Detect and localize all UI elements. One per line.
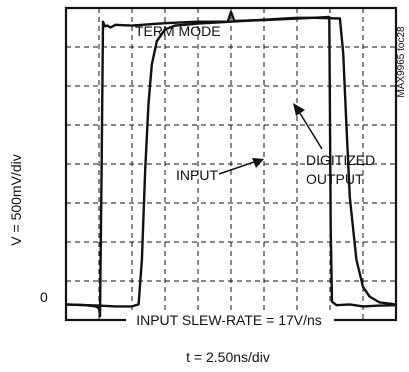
figure-code: MAX9965 toc28 [396, 26, 407, 98]
slew-rate-note: INPUT SLEW-RATE = 17V/ns [136, 312, 322, 328]
gridlines [66, 8, 396, 320]
x-axis-label: t = 2.50ns/div [186, 349, 270, 365]
y-axis-label: V = 500mV/div [8, 154, 24, 245]
note-background [126, 311, 334, 329]
traces [65, 10, 397, 318]
trace-digitized_output [65, 16, 397, 308]
output-label: OUTPUT [306, 171, 364, 187]
digitized-label: DIGITIZED [306, 152, 375, 168]
output-arrow [293, 103, 323, 150]
input-label: INPUT [176, 167, 218, 183]
term-mode-title: TERM MODE [135, 23, 221, 39]
input-arrow [218, 158, 264, 175]
y-zero-label: 0 [40, 289, 48, 305]
